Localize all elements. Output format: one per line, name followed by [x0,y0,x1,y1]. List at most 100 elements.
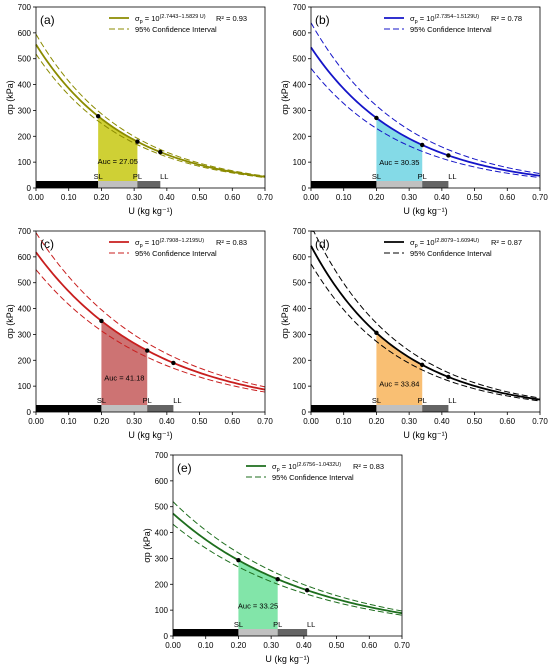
x-tick-label: 0.70 [532,193,548,202]
x-tick-label: 0.30 [263,641,279,650]
y-axis-label: σp (kPa) [142,528,152,563]
label-pl: PL [133,172,142,181]
y-tick-label: 600 [18,253,32,262]
axes-frame [35,230,266,413]
ci-upper-line [35,232,266,388]
x-tick-label: 0.40 [159,193,175,202]
axes-frame [172,454,403,637]
legend-fit-equation: σp = 10(2.8079−1.6094U) [410,238,479,249]
x-tick-label: 0.70 [394,641,410,650]
y-tick-label: 200 [155,580,169,589]
label-sl: SL [234,620,243,629]
chart-panel-c: SL PL LL Auc = 41.18 0.00 0.10 0.20 0.30 0.40 0.5… [5,227,273,440]
y-tick-label: 500 [293,279,307,288]
label-ll: LL [307,620,315,629]
bar-solid-state [311,405,377,412]
y-axis-label: σp (kPa) [5,80,15,115]
legend-r2: R² = 0.83 [353,462,384,471]
y-tick-label: 200 [18,132,32,141]
limit-marker-pl [135,139,140,144]
y-tick-label: 400 [18,305,32,314]
limit-marker-ll [171,360,176,366]
ci-lower-line [310,68,541,179]
y-tick-label: 400 [293,305,307,314]
legend-ci-label: 95% Confidence Interval [410,25,492,34]
chart-panel-e: SL PL LL Auc = 33.25 0.00 0.10 0.20 0.30 0.40 0.5… [142,451,410,664]
x-tick-label: 0.50 [329,641,345,650]
x-tick-label: 0.50 [467,417,483,426]
y-tick-label: 0 [164,632,169,641]
chart-panel-b: SL PL LL Auc = 30.35 0.00 0.10 0.20 0.30 0.40 0.5… [280,3,548,216]
y-tick-label: 400 [18,81,32,90]
x-tick-label: 0.20 [369,417,385,426]
y-tick-label: 100 [18,382,32,391]
label-sl: SL [97,396,106,405]
label-sl: SL [372,172,381,181]
limit-marker-ll [446,374,451,380]
x-axis-label: U (kg kg⁻¹) [128,430,172,440]
x-axis-label: U (kg kg⁻¹) [403,430,447,440]
x-tick-label: 0.10 [61,193,77,202]
bar-solid-state [36,181,99,188]
x-tick-label: 0.00 [303,193,319,202]
panel-label: (c) [40,237,54,251]
y-tick-label: 300 [293,106,307,115]
chart-panel-d: SL PL LL Auc = 33.84 0.00 0.10 0.20 0.30 0.40 0.5… [280,227,548,440]
limit-marker-sl [95,113,101,119]
label-pl: PL [143,396,152,405]
plot-area [173,455,402,636]
y-tick-label: 500 [155,503,169,512]
label-pl: PL [273,620,282,629]
legend-fit-equation: σp = 10(2.6756−1.0432U) [272,462,341,473]
x-tick-label: 0.30 [126,417,142,426]
x-tick-label: 0.50 [467,193,483,202]
bar-semisolid-state [376,181,423,188]
x-tick-label: 0.30 [401,193,417,202]
x-tick-label: 0.00 [303,417,319,426]
legend-fit-equation: σp = 10(2.7354−1.5129U) [410,14,479,25]
bar-solid-state [36,405,102,412]
fit-line [35,251,266,391]
plot-area [36,7,265,188]
auc-area [98,116,138,188]
x-tick-label: 0.40 [434,417,450,426]
ci-lower-line [172,523,403,616]
limit-marker-ll [304,588,310,593]
y-tick-label: 500 [18,55,32,64]
legend-fit-equation: σp = 10(2.7908−1.2195U) [135,238,204,249]
limit-marker-sl [374,330,379,336]
x-axis-label: U (kg kg⁻¹) [128,206,172,216]
bar-solid-state [173,629,239,636]
fit-line [310,46,541,177]
x-tick-label: 0.60 [361,641,377,650]
auc-label: Auc = 41.18 [104,374,144,383]
x-tick-label: 0.00 [28,193,44,202]
ci-upper-line [35,33,266,177]
label-sl: SL [372,396,381,405]
x-tick-label: 0.30 [401,417,417,426]
x-tick-label: 0.00 [165,641,181,650]
y-tick-label: 700 [155,451,169,460]
axes-frame [35,6,266,189]
bar-solid-state [311,181,377,188]
y-tick-label: 700 [293,227,307,236]
ci-upper-line [310,22,541,175]
fit-line [310,245,541,401]
y-tick-label: 200 [18,356,32,365]
y-tick-label: 600 [293,253,307,262]
label-sl: SL [94,172,103,181]
legend-r2: R² = 0.87 [491,238,522,247]
x-tick-label: 0.20 [94,193,110,202]
x-tick-label: 0.10 [336,417,352,426]
bar-semisolid-state [98,181,138,188]
y-tick-label: 600 [18,29,32,38]
y-tick-label: 0 [27,184,32,193]
y-tick-label: 600 [293,29,307,38]
legend-ci-label: 95% Confidence Interval [272,473,354,482]
bar-semisolid-state [376,405,423,412]
bar-plastic-state [422,405,449,412]
y-axis-label: σp (kPa) [280,304,290,339]
auc-area [238,560,278,636]
legend-r2: R² = 0.78 [491,14,522,23]
limit-marker-sl [374,115,379,121]
